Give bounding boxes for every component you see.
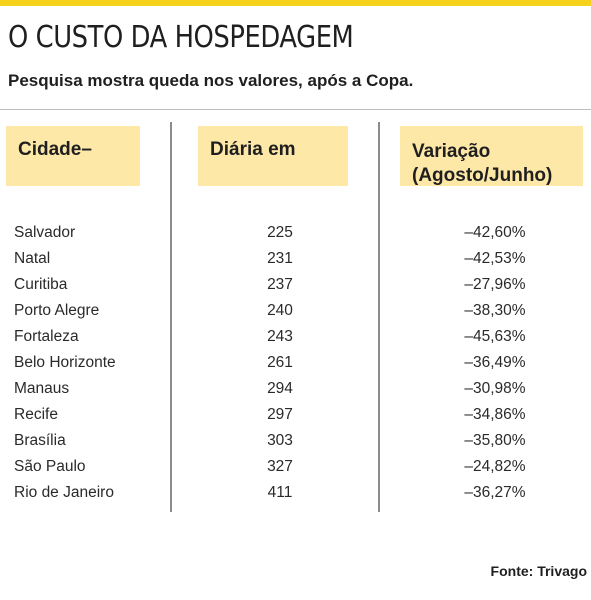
cell-variation: –35,80% [464,432,526,449]
header-city-label: Cidade– [18,139,92,160]
header-variation-label: Variação [412,141,491,162]
cell-variation: –38,30% [464,302,526,319]
table-body: Salvador 225 –42,60% Natal 231 –42,53% C… [0,222,591,508]
table-row: Belo Horizonte 261 –36,49% [0,352,591,378]
table-row: Salvador 225 –42,60% [0,222,591,248]
header-price-label: Diária em [210,139,296,160]
table-row: Manaus 294 –30,98% [0,378,591,404]
cell-city: Natal [14,250,51,267]
table-row: Natal 231 –42,53% [0,248,591,274]
cell-variation: –36,49% [464,354,526,371]
cell-price: 243 [267,328,293,345]
page-title: O CUSTO DA HOSPEDAGEM [8,20,354,55]
top-accent-bar [0,0,591,6]
cell-variation: –42,60% [464,224,526,241]
page-subtitle: Pesquisa mostra queda nos valores, após … [8,71,414,90]
cell-city: Belo Horizonte [14,354,116,371]
cell-variation: –45,63% [464,328,526,345]
cell-city: Brasília [14,432,66,449]
cell-city: Fortaleza [14,328,79,345]
source-credit: Fonte: Trivago [490,563,587,579]
header-price: Diária em [198,126,348,186]
cell-city: Porto Alegre [14,302,100,319]
cell-city: Recife [14,406,58,423]
cell-city: Salvador [14,224,76,241]
cell-price: 240 [267,302,293,319]
cell-city: São Paulo [14,458,86,475]
table-row: Fortaleza 243 –45,63% [0,326,591,352]
cell-price: 231 [267,250,293,267]
header-city: Cidade– [6,126,140,186]
cell-price: 225 [267,224,293,241]
table-row: Rio de Janeiro 411 –36,27% [0,482,591,508]
cell-city: Manaus [14,380,70,397]
cell-variation: –42,53% [464,250,526,267]
cell-variation: –27,96% [464,276,526,293]
column-divider-2 [378,122,380,512]
table-row: Recife 297 –34,86% [0,404,591,430]
header-variation: Variação (Agosto/Junho) [400,126,583,186]
title-divider [0,109,591,110]
header-variation-sublabel: (Agosto/Junho) [412,165,553,186]
column-divider-1 [170,122,172,512]
cell-price: 297 [267,406,293,423]
cell-price: 327 [267,458,293,475]
table-row: Curitiba 237 –27,96% [0,274,591,300]
cell-price: 411 [267,484,293,501]
table-row: Brasília 303 –35,80% [0,430,591,456]
table-row: São Paulo 327 –24,82% [0,456,591,482]
table-row: Porto Alegre 240 –38,30% [0,300,591,326]
cell-city: Curitiba [14,276,68,293]
cell-price: 303 [267,432,293,449]
cell-variation: –24,82% [464,458,526,475]
cell-variation: –30,98% [464,380,526,397]
cell-variation: –34,86% [464,406,526,423]
cell-price: 261 [267,354,293,371]
cell-price: 237 [267,276,293,293]
cell-price: 294 [267,380,293,397]
cell-variation: –36,27% [464,484,526,501]
cell-city: Rio de Janeiro [14,484,114,501]
